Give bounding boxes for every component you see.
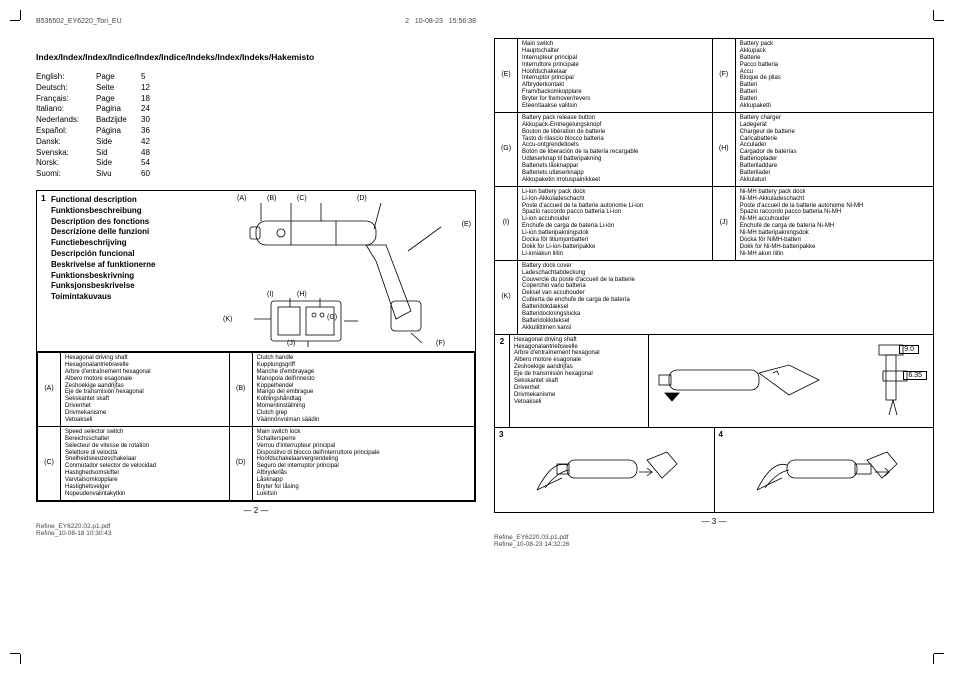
footer-right: Refine_EY6220.03.p1.pdf Refine_10-08-23 … (494, 534, 934, 548)
section2-text: Hexagonal driving shaftHexagonalantriebs… (510, 335, 649, 427)
section-number-3: 3 (499, 430, 503, 439)
lang-row: Svenska:Sid48 (36, 148, 476, 159)
lang-row: English:Page5 (36, 72, 476, 83)
page-left: B536502_EY6220_Tori_EU 2 10-08-23 15:56:… (36, 18, 476, 638)
step-4-cell: 4 (714, 428, 934, 512)
lang-row: Italiano:Pagina24 (36, 104, 476, 115)
label-d: (D) (357, 195, 367, 202)
label-b: (B) (267, 195, 276, 202)
language-index-table: English:Page5Deutsch:Seite12Français:Pag… (36, 72, 476, 180)
doc-header: B536502_EY6220_Tori_EU 2 10-08-23 15:56:… (36, 18, 476, 32)
crop-mark (8, 648, 26, 666)
label-f: (F) (436, 340, 445, 347)
tool-illustration (236, 191, 456, 351)
functional-description-box: 1 Functional descriptionFunktionsbeschre… (36, 190, 476, 502)
header-doc-id: B536502_EY6220_Tori_EU (36, 18, 122, 32)
section-number-4: 4 (719, 430, 723, 439)
crop-mark (928, 648, 946, 666)
page-number-3: — 3 — (494, 517, 934, 526)
dimension-9: 9.0 (899, 345, 919, 354)
footer-left: Refine_EY6220.02.p1.pdf Refine_10-08-18 … (36, 523, 476, 537)
lang-row: Suomi:Sivu60 (36, 169, 476, 180)
section2-diagram: 9.0 6.35 (649, 335, 933, 427)
page-number-2: — 2 — (36, 506, 476, 515)
header-meta: 2 10-08-23 15:56:38 (405, 18, 476, 32)
section-2-row: 2 Hexagonal driving shaftHexagonalantrie… (494, 335, 934, 428)
label-e: (E) (462, 221, 471, 228)
remove-bit-illustration (717, 430, 917, 506)
lang-row: Dansk:Side42 (36, 137, 476, 148)
step-3-cell: 3 (495, 428, 714, 512)
lang-row: Nederlands:Badzijde30 (36, 115, 476, 126)
tool-diagram: (A) (B) (C) (D) (E) (F) (G) (H) (I) (J) … (217, 191, 475, 351)
parts-table-right: (E)Main switchHauptschalterInterrupteur … (494, 38, 934, 335)
index-title: Index/Index/Index/Indice/Index/Indice/In… (36, 52, 476, 62)
label-a: (A) (237, 195, 246, 202)
label-h: (H) (297, 291, 307, 298)
insert-bit-illustration (497, 430, 697, 506)
label-g: (G) (327, 314, 337, 321)
bit-diagram (649, 335, 929, 425)
lang-row: Español:Página36 (36, 126, 476, 137)
section-number-2: 2 (495, 335, 510, 427)
label-k: (K) (223, 316, 232, 323)
functional-titles: Functional descriptionFunktionsbeschreib… (37, 191, 217, 351)
dimension-635: 6.35 (903, 371, 927, 380)
steps-3-4-row: 3 4 (494, 428, 934, 513)
crop-mark (8, 8, 26, 26)
page-right: (E)Main switchHauptschalterInterrupteur … (494, 18, 934, 638)
parts-table-left: (A)Hexagonal driving shaftHexagonalantri… (37, 352, 475, 501)
lang-row: Français:Page18 (36, 94, 476, 105)
label-c: (C) (297, 195, 307, 202)
lang-row: Deutsch:Seite12 (36, 83, 476, 94)
lang-row: Norsk:Side54 (36, 158, 476, 169)
section-number-1: 1 (41, 193, 46, 203)
label-i: (I) (267, 291, 274, 298)
label-j: (J) (287, 340, 295, 347)
